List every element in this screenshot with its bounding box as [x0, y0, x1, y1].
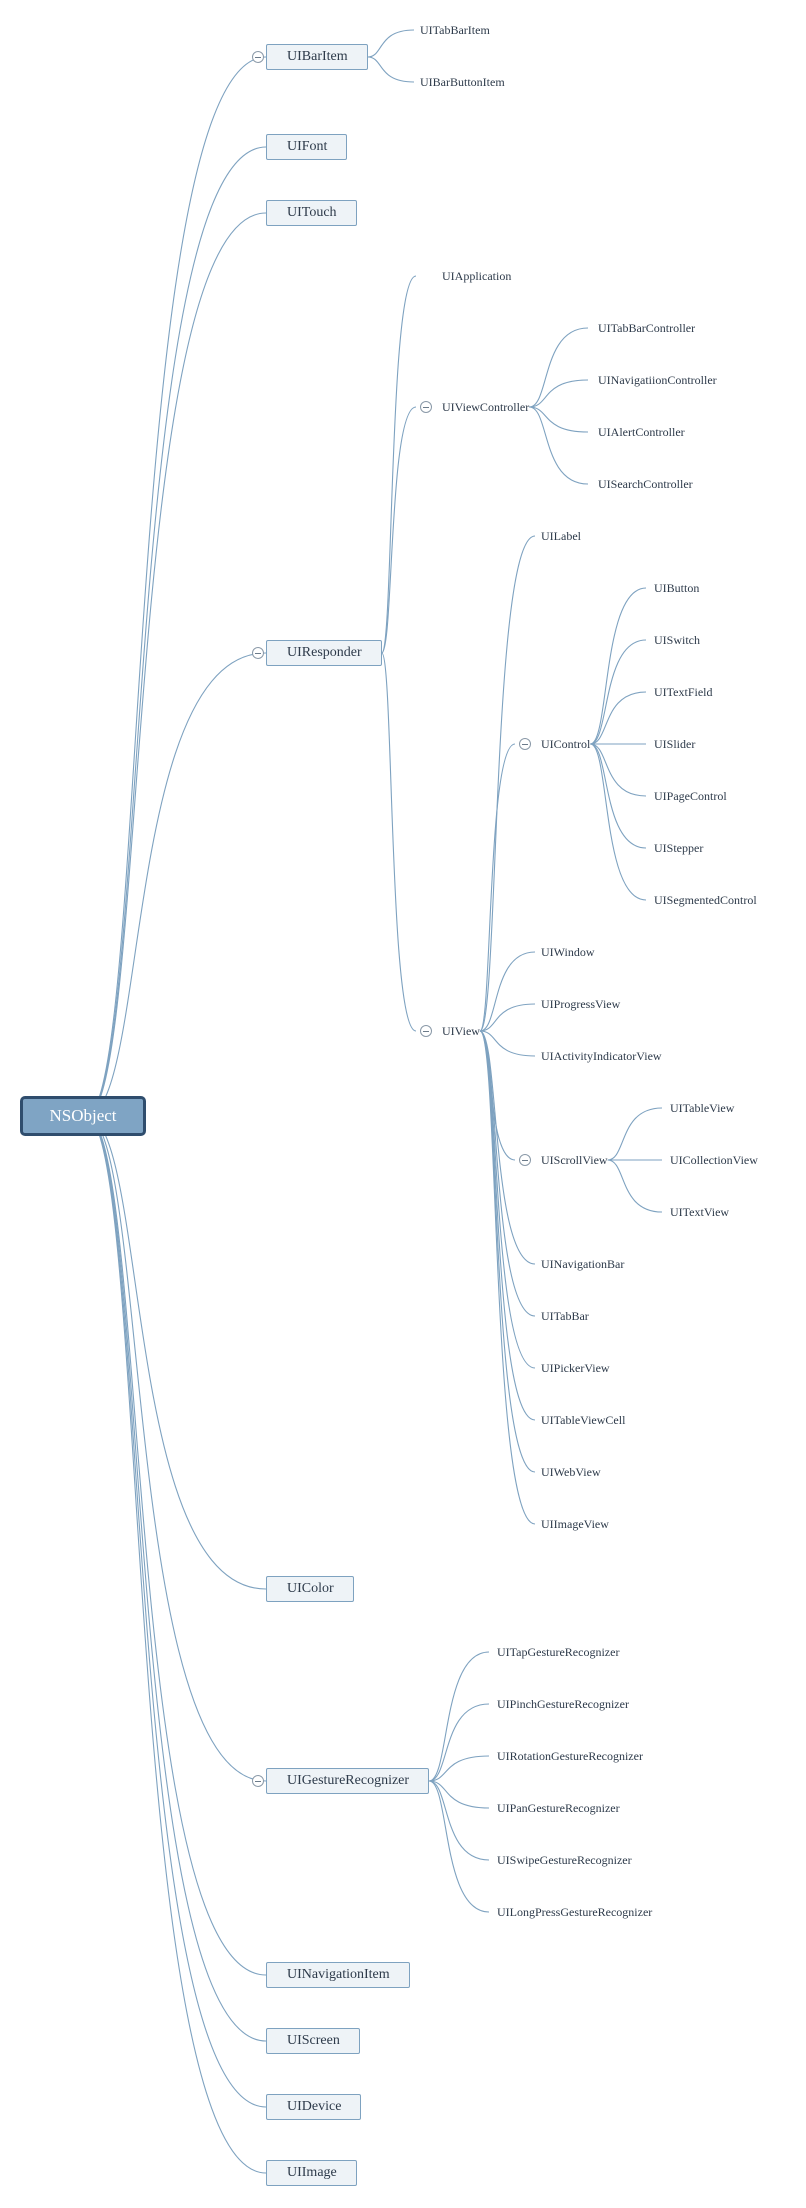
node-uiwebview[interactable]: UIWebView — [541, 1465, 601, 1479]
node-uitabbar[interactable]: UITabBar — [541, 1309, 589, 1323]
connector-node-uitapgesturerecognizer — [428, 1651, 490, 1782]
collapse-toggle-uiview[interactable] — [420, 1025, 432, 1037]
node-uitextfield[interactable]: UITextField — [654, 685, 713, 699]
node-uitableviewcell[interactable]: UITableViewCell — [541, 1413, 626, 1427]
connector-node-uibaritem — [85, 56, 267, 1117]
collapse-toggle-uigesturerecognizer[interactable] — [252, 1775, 264, 1787]
node-uistepper[interactable]: UIStepper — [654, 841, 704, 855]
connector-node-uiwebview — [479, 1030, 536, 1473]
collapse-toggle-uiscrollview[interactable] — [519, 1154, 531, 1166]
collapse-toggle-uiviewcontroller[interactable] — [420, 401, 432, 413]
node-uilabel[interactable]: UILabel — [541, 529, 581, 543]
node-uinavigationbar[interactable]: UINavigationBar — [541, 1257, 625, 1271]
connector-node-uigesturerecognizer — [85, 1115, 267, 1782]
connector-node-uistepper — [590, 743, 647, 849]
connector-node-uisearchcontroller — [529, 406, 589, 485]
connector-node-uipinchgesturerecognizer — [428, 1703, 490, 1782]
connector-node-uiscreen — [85, 1115, 267, 2042]
node-uinavigationitem[interactable]: UINavigationItem — [266, 1962, 410, 1988]
node-uipinchgesturerecognizer[interactable]: UIPinchGestureRecognizer — [497, 1697, 629, 1711]
connector-node-uitabbarcontroller — [529, 327, 589, 408]
connector-node-uisegmentedcontrol — [590, 743, 647, 901]
connector-node-uicolor — [85, 1115, 267, 1590]
node-uicontrol[interactable]: UIControl — [541, 737, 591, 751]
node-uinavigationcontroller[interactable]: UINavigatiionController — [598, 373, 717, 387]
node-uirotationgesturerecognizer[interactable]: UIRotationGestureRecognizer — [497, 1749, 643, 1763]
node-uialertcontroller[interactable]: UIAlertController — [598, 425, 685, 439]
connector-node-uitextfield — [590, 691, 647, 745]
node-uidevice[interactable]: UIDevice — [266, 2094, 362, 2120]
node-uiimage[interactable]: UIImage — [266, 2160, 357, 2186]
connector-node-uipagecontrol — [590, 743, 647, 797]
connector-node-uipickerview — [479, 1030, 536, 1369]
connector-node-uitableview — [607, 1107, 663, 1161]
node-uicolor[interactable]: UIColor — [266, 1576, 354, 1602]
connector-node-uifont — [85, 146, 267, 1117]
connector-node-uitableviewcell — [479, 1030, 536, 1421]
node-uislider[interactable]: UISlider — [654, 737, 696, 751]
node-uiimageview[interactable]: UIImageView — [541, 1517, 609, 1531]
connector-node-uilongpressgesturerecognizer — [428, 1780, 490, 1913]
node-uiapplication[interactable]: UIApplication — [442, 269, 512, 283]
connector-node-uiswipegesturerecognizer — [428, 1780, 490, 1861]
node-uiswipegesturerecognizer[interactable]: UISwipeGestureRecognizer — [497, 1853, 632, 1867]
connector-node-uiapplication — [381, 275, 417, 654]
connector-node-uiimage — [85, 1115, 267, 2174]
node-uiswitch[interactable]: UISwitch — [654, 633, 700, 647]
connector-node-uiview — [381, 652, 417, 1032]
node-uiviewcontroller[interactable]: UIViewController — [442, 400, 530, 414]
node-uigesturerecognizer[interactable]: UIGestureRecognizer — [266, 1768, 430, 1794]
node-uicollectionview[interactable]: UICollectionView — [670, 1153, 758, 1167]
node-uilongpressgesturerecognizer[interactable]: UILongPressGestureRecognizer — [497, 1905, 653, 1919]
node-uitouch[interactable]: UITouch — [266, 200, 357, 226]
connector-node-uibutton — [590, 587, 647, 745]
connector-node-uiprogressview — [479, 1003, 536, 1032]
connector-node-uitextview — [607, 1159, 663, 1213]
node-uipickerview[interactable]: UIPickerView — [541, 1361, 610, 1375]
node-uitabbarcontroller[interactable]: UITabBarController — [598, 321, 696, 335]
connector-node-uiwindow — [479, 951, 536, 1032]
node-uipagecontrol[interactable]: UIPageControl — [654, 789, 727, 803]
connector-node-uiviewcontroller — [381, 406, 417, 654]
connector-node-uiswitch — [590, 639, 647, 745]
node-uitapgesturerecognizer[interactable]: UITapGestureRecognizer — [497, 1645, 620, 1659]
node-uitabbaritem[interactable]: UITabBarItem — [420, 23, 490, 37]
node-uiprogressview[interactable]: UIProgressView — [541, 997, 621, 1011]
connector-node-uirotationgesturerecognizer — [429, 1755, 490, 1782]
node-uiscrollview[interactable]: UIScrollView — [541, 1153, 608, 1167]
connector-node-uidevice — [85, 1115, 267, 2108]
connector-node-uitouch — [85, 212, 267, 1117]
connector-node-uitabbaritem — [367, 29, 415, 58]
connector-node-uibarbuttonitem — [367, 56, 415, 83]
node-uisearchcontroller[interactable]: UISearchController — [598, 477, 693, 491]
connector-node-uialertcontroller — [529, 406, 589, 433]
node-uiscreen[interactable]: UIScreen — [266, 2028, 360, 2054]
connector-node-uilabel — [479, 535, 536, 1032]
node-uiview[interactable]: UIView — [442, 1024, 480, 1038]
collapse-toggle-uicontrol[interactable] — [519, 738, 531, 750]
node-uiresponder[interactable]: UIResponder — [266, 640, 382, 666]
connector-node-uipangesturerecognizer — [429, 1780, 490, 1809]
node-uibutton[interactable]: UIButton — [654, 581, 700, 595]
connector-node-uiresponder — [85, 652, 267, 1117]
collapse-toggle-uiresponder[interactable] — [252, 647, 264, 659]
node-uitableview[interactable]: UITableView — [670, 1101, 735, 1115]
node-uipangesturerecognizer[interactable]: UIPanGestureRecognizer — [497, 1801, 620, 1815]
node-uisegmentedcontrol[interactable]: UISegmentedControl — [654, 893, 757, 907]
node-uibaritem[interactable]: UIBarItem — [266, 44, 368, 70]
node-uibarbuttonitem[interactable]: UIBarButtonItem — [420, 75, 505, 89]
node-uiwindow[interactable]: UIWindow — [541, 945, 595, 959]
connector-node-uiimageview — [479, 1030, 536, 1525]
node-uiactivityindicatorview[interactable]: UIActivityIndicatorView — [541, 1049, 662, 1063]
root-node-nsobject[interactable]: NSObject — [20, 1096, 146, 1136]
collapse-toggle-uibaritem[interactable] — [252, 51, 264, 63]
connector-node-uinavigationcontroller — [529, 379, 589, 408]
connector-node-uinavigationitem — [85, 1115, 267, 1976]
node-uitextview[interactable]: UITextView — [670, 1205, 730, 1219]
node-uifont[interactable]: UIFont — [266, 134, 348, 160]
connector-node-uicontrol — [479, 743, 516, 1032]
connector-node-uiactivityindicatorview — [479, 1030, 536, 1057]
